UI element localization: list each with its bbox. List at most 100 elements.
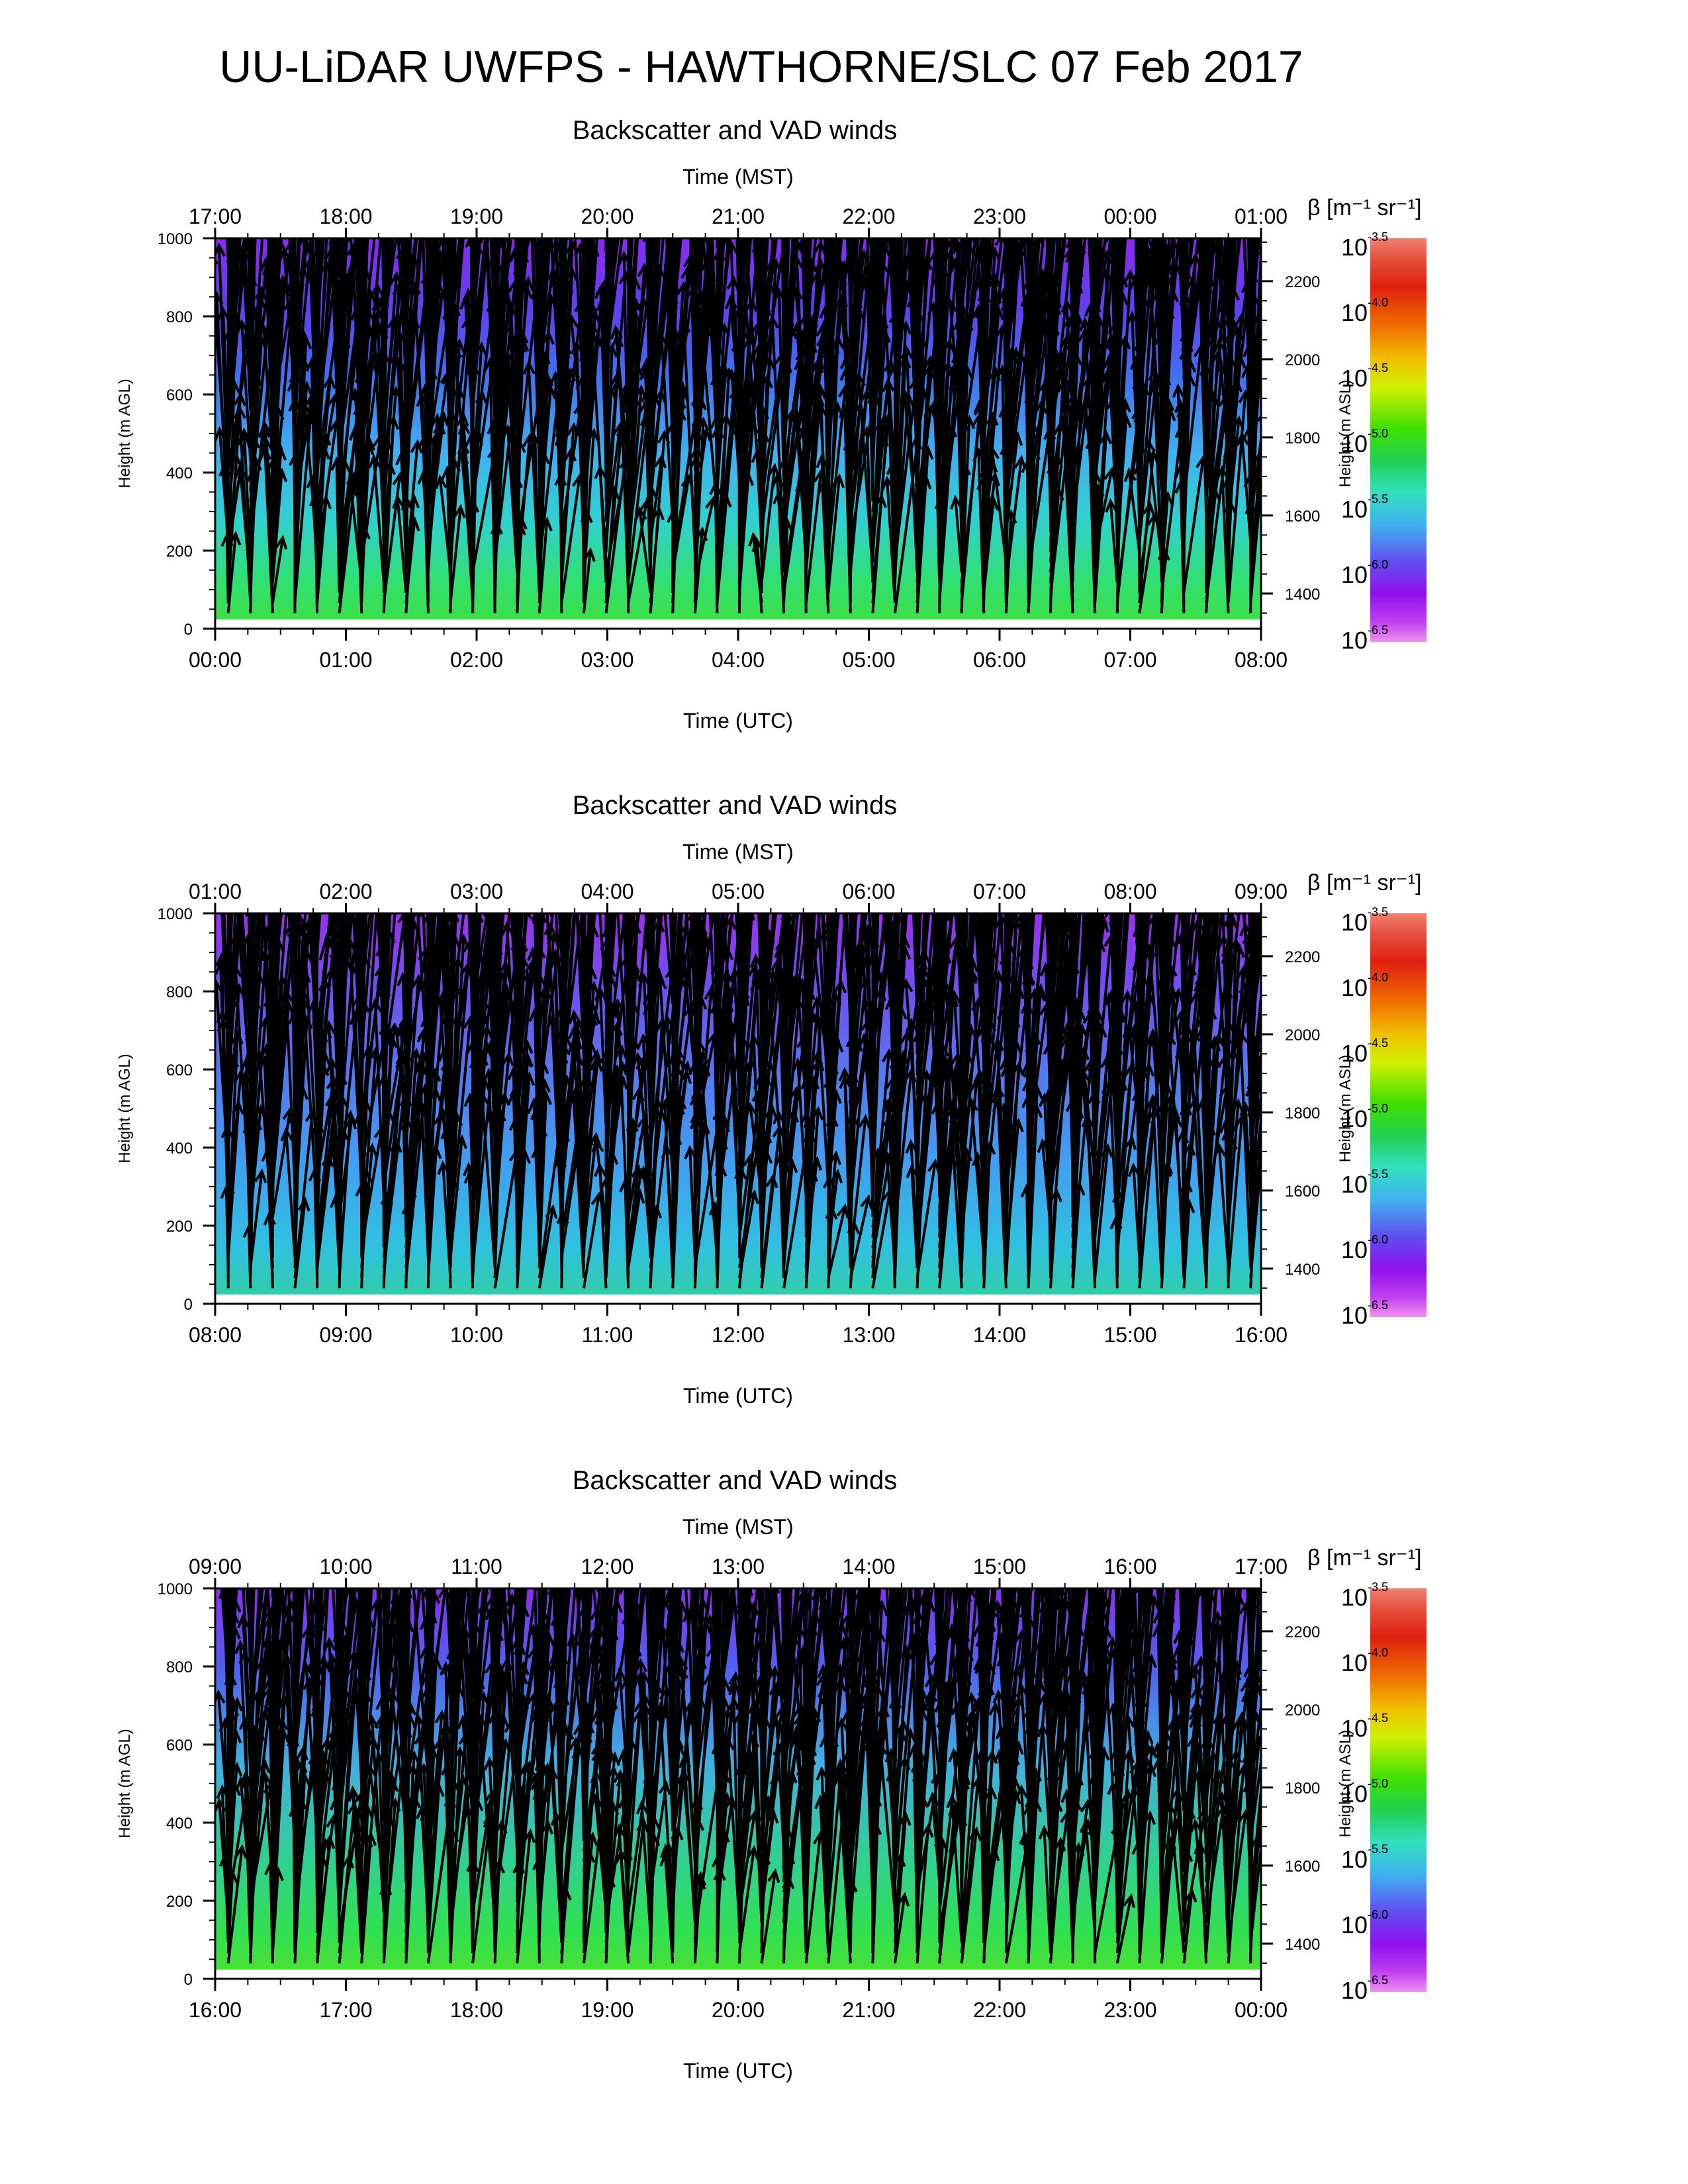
colorbar-base: 10	[1341, 561, 1368, 588]
wind-arrow-head	[1236, 431, 1249, 446]
wind-arrow	[1111, 238, 1119, 289]
wind-profile	[565, 206, 608, 614]
wind-arrow	[302, 921, 319, 1167]
wind-arrow-head	[426, 791, 436, 802]
wind-arrow	[827, 238, 833, 319]
wind-arrow-head	[483, 786, 494, 797]
wind-arrow	[316, 377, 332, 522]
wind-arrow-head	[348, 105, 359, 116]
wind-arrow-head	[1148, 99, 1158, 106]
wind-arrow	[449, 1017, 472, 1228]
wind-arrow-head	[657, 181, 668, 193]
wind-arrow-head	[446, 138, 457, 149]
wind-arrow-head	[1233, 167, 1244, 178]
wind-arrow	[560, 913, 565, 933]
wind-arrow	[263, 423, 274, 512]
wind-arrow-head	[346, 482, 359, 498]
wind-profile	[898, 177, 947, 614]
wind-arrow-head	[694, 309, 708, 324]
wind-arrow	[404, 1028, 426, 1177]
wind-arrow	[960, 238, 965, 258]
wind-arrow-head	[271, 869, 282, 880]
wind-arrow-head	[982, 175, 992, 186]
wind-arrow	[486, 913, 496, 1126]
wind-arrow	[839, 262, 852, 390]
top-tick-label: 19:00	[450, 205, 503, 228]
wind-arrow-head	[939, 176, 950, 187]
wind-arrow	[1049, 238, 1053, 258]
wind-arrow-head	[384, 829, 395, 840]
wind-arrow-head	[1275, 157, 1286, 168]
wind-arrow-head	[924, 122, 935, 134]
wind-arrow-head	[1254, 134, 1265, 145]
wind-arrow	[301, 990, 319, 1207]
wind-arrow-head	[649, 185, 659, 195]
wind-arrow-head	[1190, 186, 1200, 197]
wind-arrow-head	[497, 824, 508, 835]
wind-arrow-head	[661, 206, 672, 218]
wind-arrow	[422, 913, 430, 1024]
wind-arrow-head	[501, 819, 512, 831]
wind-arrow-head	[507, 861, 518, 872]
wind-arrow-head	[287, 140, 297, 151]
wind-arrow-head	[985, 106, 996, 116]
wind-arrow	[1249, 238, 1260, 330]
wind-profile	[449, 238, 500, 614]
wind-arrow	[737, 238, 748, 330]
wind-arrow	[804, 357, 821, 482]
wind-arrow	[502, 238, 519, 421]
wind-arrow-head	[319, 259, 333, 275]
wind-arrow-head	[868, 103, 879, 114]
wind-arrow-head	[323, 1020, 336, 1035]
wind-arrow	[1049, 238, 1056, 289]
wind-arrow	[1027, 238, 1037, 309]
wind-arrow-head	[565, 864, 576, 875]
wind-arrow	[395, 1027, 408, 1126]
wind-arrow-head	[299, 380, 312, 395]
wind-arrow-head	[505, 210, 516, 222]
wind-arrow-head	[399, 212, 410, 222]
wind-arrow	[1027, 380, 1048, 543]
wind-arrow-head	[915, 177, 925, 188]
wind-arrow-head	[565, 313, 579, 328]
wind-arrow	[693, 498, 715, 583]
wind-arrow	[492, 913, 496, 954]
wind-arrow	[760, 238, 786, 390]
wind-arrow-head	[247, 119, 258, 130]
wind-arrow-head	[511, 171, 522, 183]
wind-arrow-head	[377, 165, 387, 176]
wind-arrow	[1158, 238, 1163, 289]
wind-arrow	[1205, 245, 1220, 370]
wind-arrow-head	[449, 187, 459, 197]
wind-arrow-head	[280, 987, 293, 1003]
wind-arrow-head	[524, 99, 534, 108]
wind-arrow	[698, 312, 719, 512]
wind-arrow-head	[253, 821, 263, 832]
wind-arrow	[246, 238, 252, 289]
wind-arrow-head	[945, 103, 956, 114]
wind-arrow-head	[764, 99, 774, 109]
wind-arrow-head	[853, 99, 863, 104]
wind-arrow-head	[280, 1126, 293, 1142]
wind-arrow-head	[359, 845, 369, 856]
wind-arrow-head	[447, 159, 458, 170]
wind-arrow	[782, 242, 800, 421]
wind-arrow	[1090, 238, 1097, 340]
wind-arrow-head	[385, 191, 395, 201]
wind-arrow-head	[982, 136, 992, 147]
wind-arrow	[795, 423, 808, 553]
wind-arrow-head	[904, 223, 914, 234]
wind-arrow	[309, 275, 319, 431]
wind-arrow-head	[569, 206, 579, 217]
wind-arrow-head	[341, 154, 352, 165]
wind-arrow-head	[301, 220, 312, 232]
wind-arrow-head	[823, 99, 833, 109]
lowest-gate-gap	[215, 619, 1261, 629]
wind-arrow	[1027, 238, 1031, 248]
wind-arrow-head	[1262, 287, 1273, 298]
wind-arrow	[404, 441, 419, 573]
wind-arrow	[638, 509, 652, 593]
wind-arrow	[1138, 246, 1158, 482]
wind-arrow-head	[424, 99, 434, 110]
wind-profile	[344, 845, 391, 1289]
